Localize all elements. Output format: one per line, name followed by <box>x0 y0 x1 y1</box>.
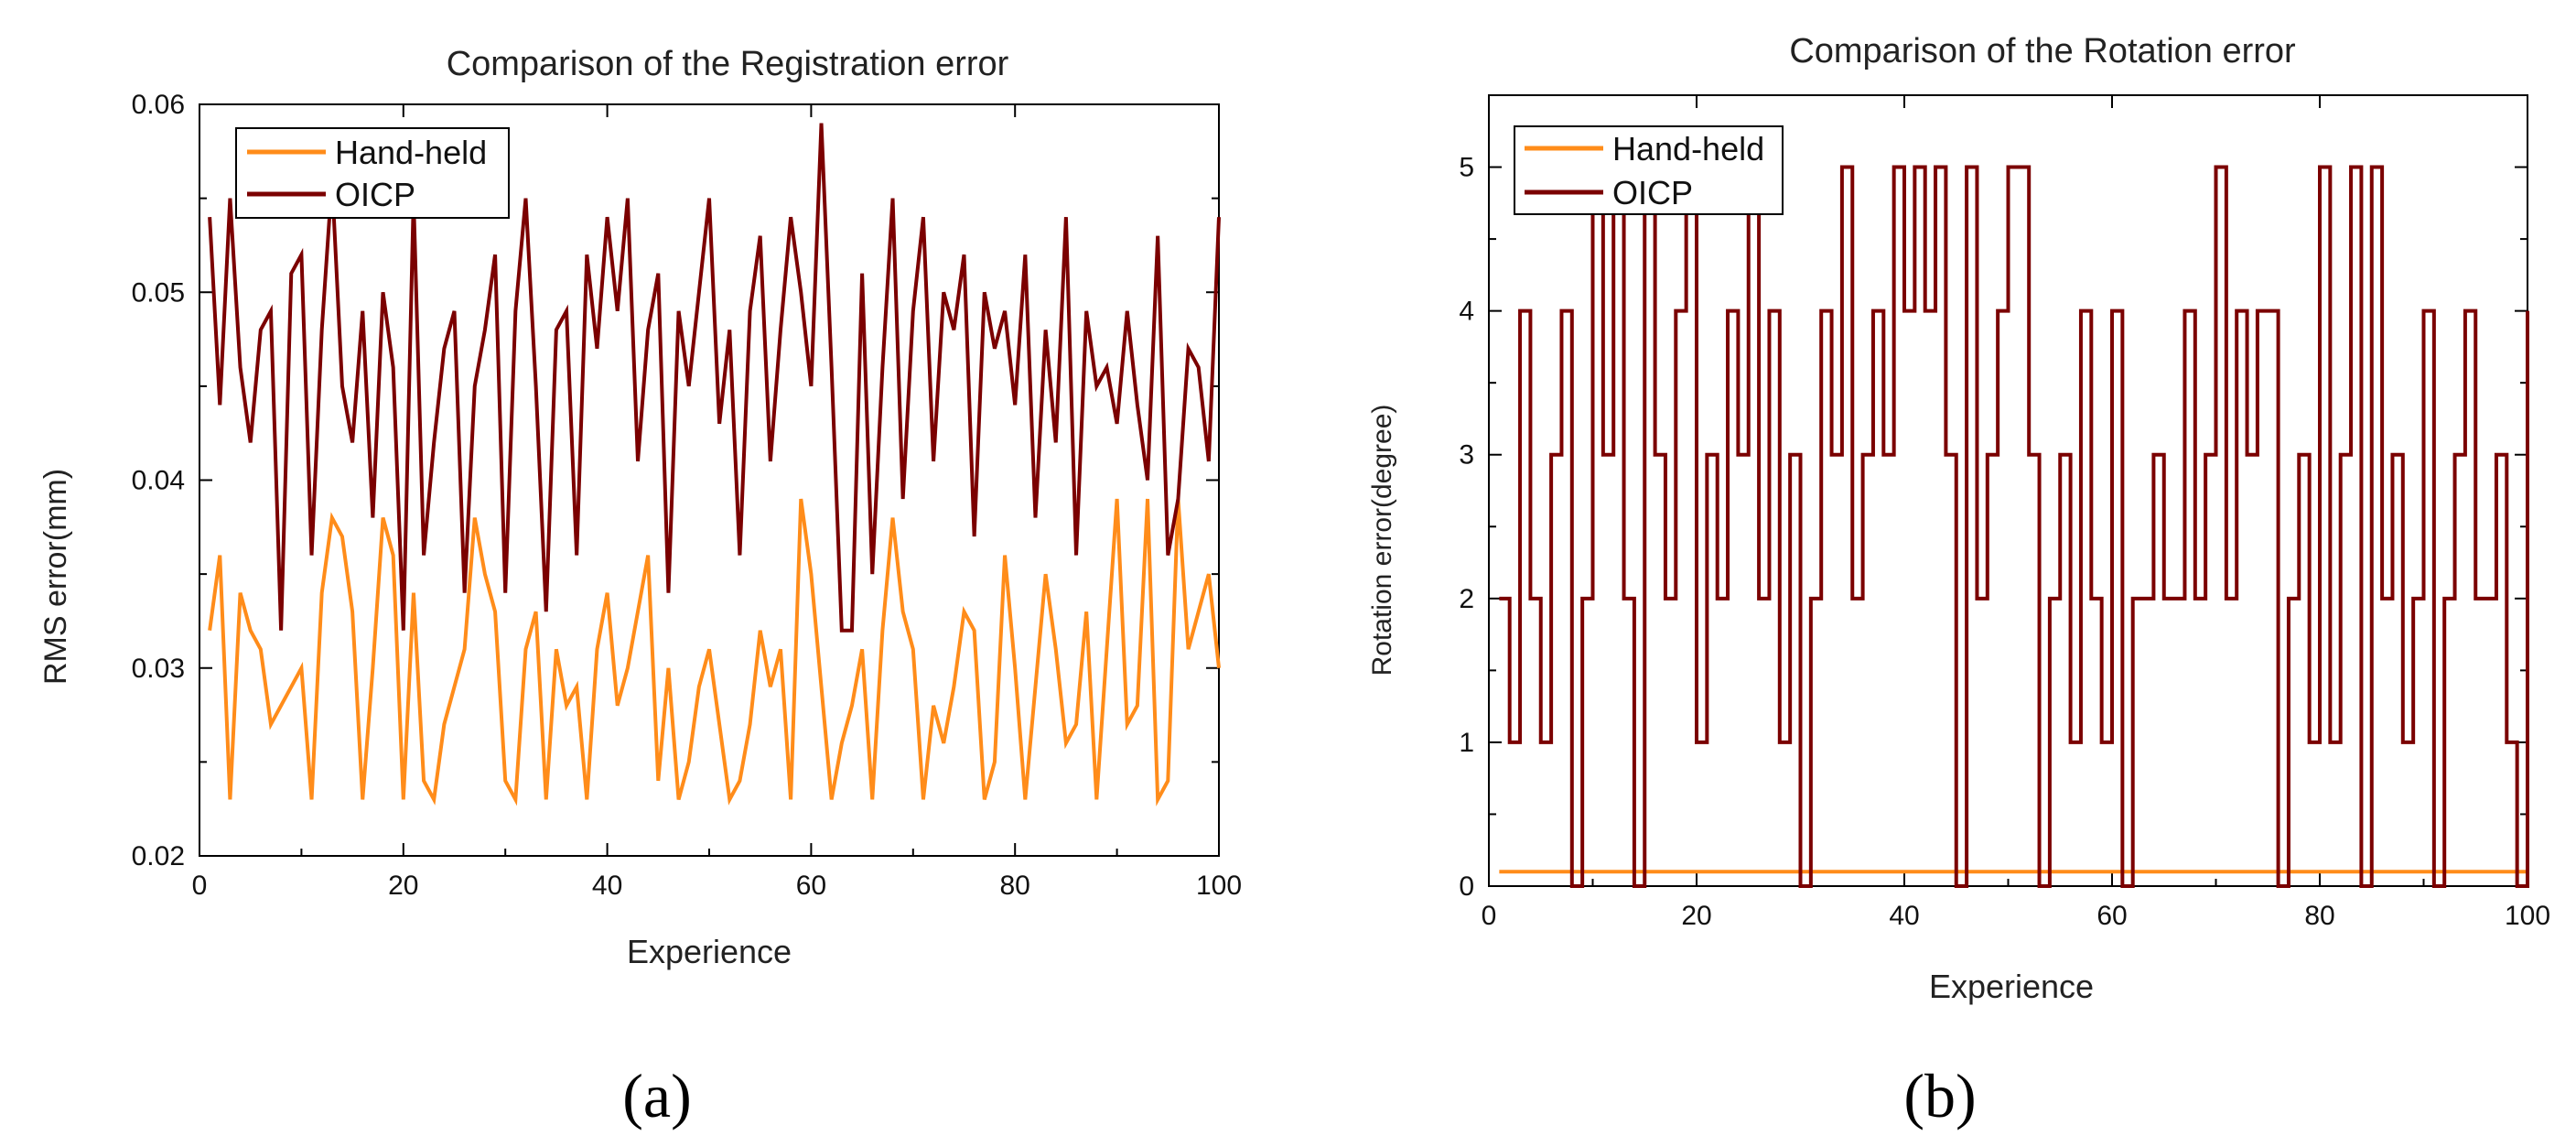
chart-a-panel-label: (a) <box>622 1061 691 1131</box>
chart-a-series <box>208 123 1221 806</box>
chart-b-xtick-label: 0 <box>1482 901 1497 931</box>
chart-a-ytick-label: 0.02 <box>132 841 185 871</box>
chart-b-legend-oicp-label: OICP <box>1612 174 1693 211</box>
chart-a-legend-handheld-label: Hand-held <box>335 134 487 171</box>
chart-a-xtick-label: 60 <box>796 871 826 901</box>
chart-b-ytick-label: 0 <box>1459 871 1474 902</box>
chart-b-ytick-label: 1 <box>1459 728 1474 758</box>
chart-a-xtick-label: 0 <box>192 871 208 901</box>
chart-a-series-hand-held <box>208 498 1221 806</box>
chart-b-panel-label: (b) <box>1903 1061 1976 1131</box>
chart-b-xtick-label: 100 <box>2505 901 2550 931</box>
chart-b-ytick-label: 2 <box>1459 584 1474 614</box>
chart-b-ytick-label: 4 <box>1459 297 1474 327</box>
chart-a-xtick-label: 100 <box>1196 871 1242 901</box>
chart-a-axes: 0 20 40 60 80 100 0.02 0.03 0.04 0.05 0.06 <box>132 90 1242 901</box>
chart-b-series-oicp <box>1499 165 2529 888</box>
chart-a-series-oicp <box>208 123 1221 633</box>
chart-a-ytick-label: 0.05 <box>132 277 185 308</box>
chart-a-xlabel: Experience <box>627 933 792 970</box>
chart-b-xtick-label: 20 <box>1681 901 1711 931</box>
chart-b-legend-handheld-label: Hand-held <box>1612 130 1764 168</box>
chart-a-ytick-label: 0.03 <box>132 654 185 684</box>
chart-a-xtick-label: 20 <box>388 871 418 901</box>
chart-b-legend: Hand-held OICP <box>1514 125 1784 215</box>
chart-b-xtick-label: 60 <box>2096 901 2127 931</box>
chart-b-title: Comparison of the Rotation error <box>1789 32 2296 70</box>
registration-error-chart: Comparison of the Registration error 0 20… <box>38 45 1242 1131</box>
chart-a-ytick-label: 0.06 <box>132 90 185 120</box>
chart-b-xlabel: Experience <box>1929 968 2094 1005</box>
chart-b-ytick-label: 5 <box>1459 153 1474 183</box>
chart-a-ylabel: RMS error(mm) <box>38 469 73 685</box>
chart-a-xtick-label: 40 <box>592 871 622 901</box>
chart-b-xtick-label: 40 <box>1889 901 1919 931</box>
chart-a-ytick-label: 0.04 <box>132 466 185 496</box>
chart-b-series <box>1499 165 2529 888</box>
chart-b-ylabel: Rotation error(degree) <box>1367 405 1397 676</box>
rotation-error-chart: Comparison of the Rotation error 0 20 40 60… <box>1367 32 2550 1131</box>
chart-a-xtick-label: 80 <box>1000 871 1030 901</box>
chart-a-legend: Hand-held OICP <box>235 127 510 219</box>
chart-b-xtick-label: 80 <box>2304 901 2334 931</box>
chart-a-legend-box <box>235 127 510 219</box>
chart-a-title: Comparison of the Registration error <box>447 45 1009 83</box>
chart-b-axes: 0 20 40 60 80 100 0 1 2 3 4 5 <box>1459 94 2550 931</box>
chart-b-ytick-label: 3 <box>1459 440 1474 471</box>
chart-b-legend-box <box>1514 125 1784 215</box>
chart-a-legend-oicp-label: OICP <box>335 176 415 213</box>
